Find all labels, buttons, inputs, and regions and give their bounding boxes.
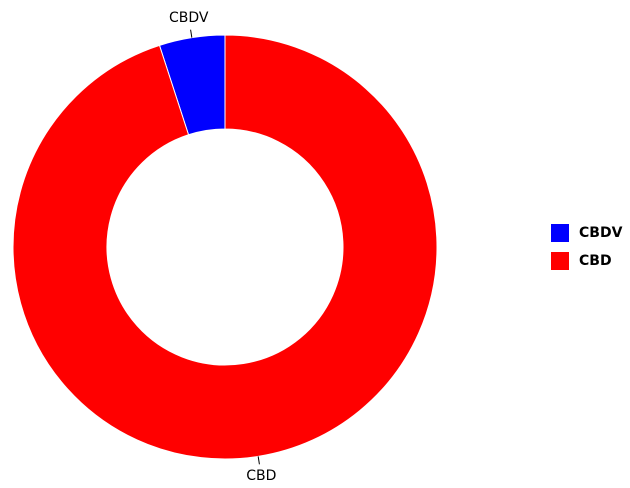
leader-line xyxy=(257,456,260,465)
slice xyxy=(12,34,438,460)
slice-label: CBD xyxy=(246,468,276,484)
legend-swatch xyxy=(551,224,569,242)
legend-label: CBDV xyxy=(579,225,623,241)
leader-line xyxy=(190,29,193,38)
legend-label: CBD xyxy=(579,253,612,269)
slice-label: CBDV xyxy=(169,10,209,26)
legend-swatch xyxy=(551,252,569,270)
